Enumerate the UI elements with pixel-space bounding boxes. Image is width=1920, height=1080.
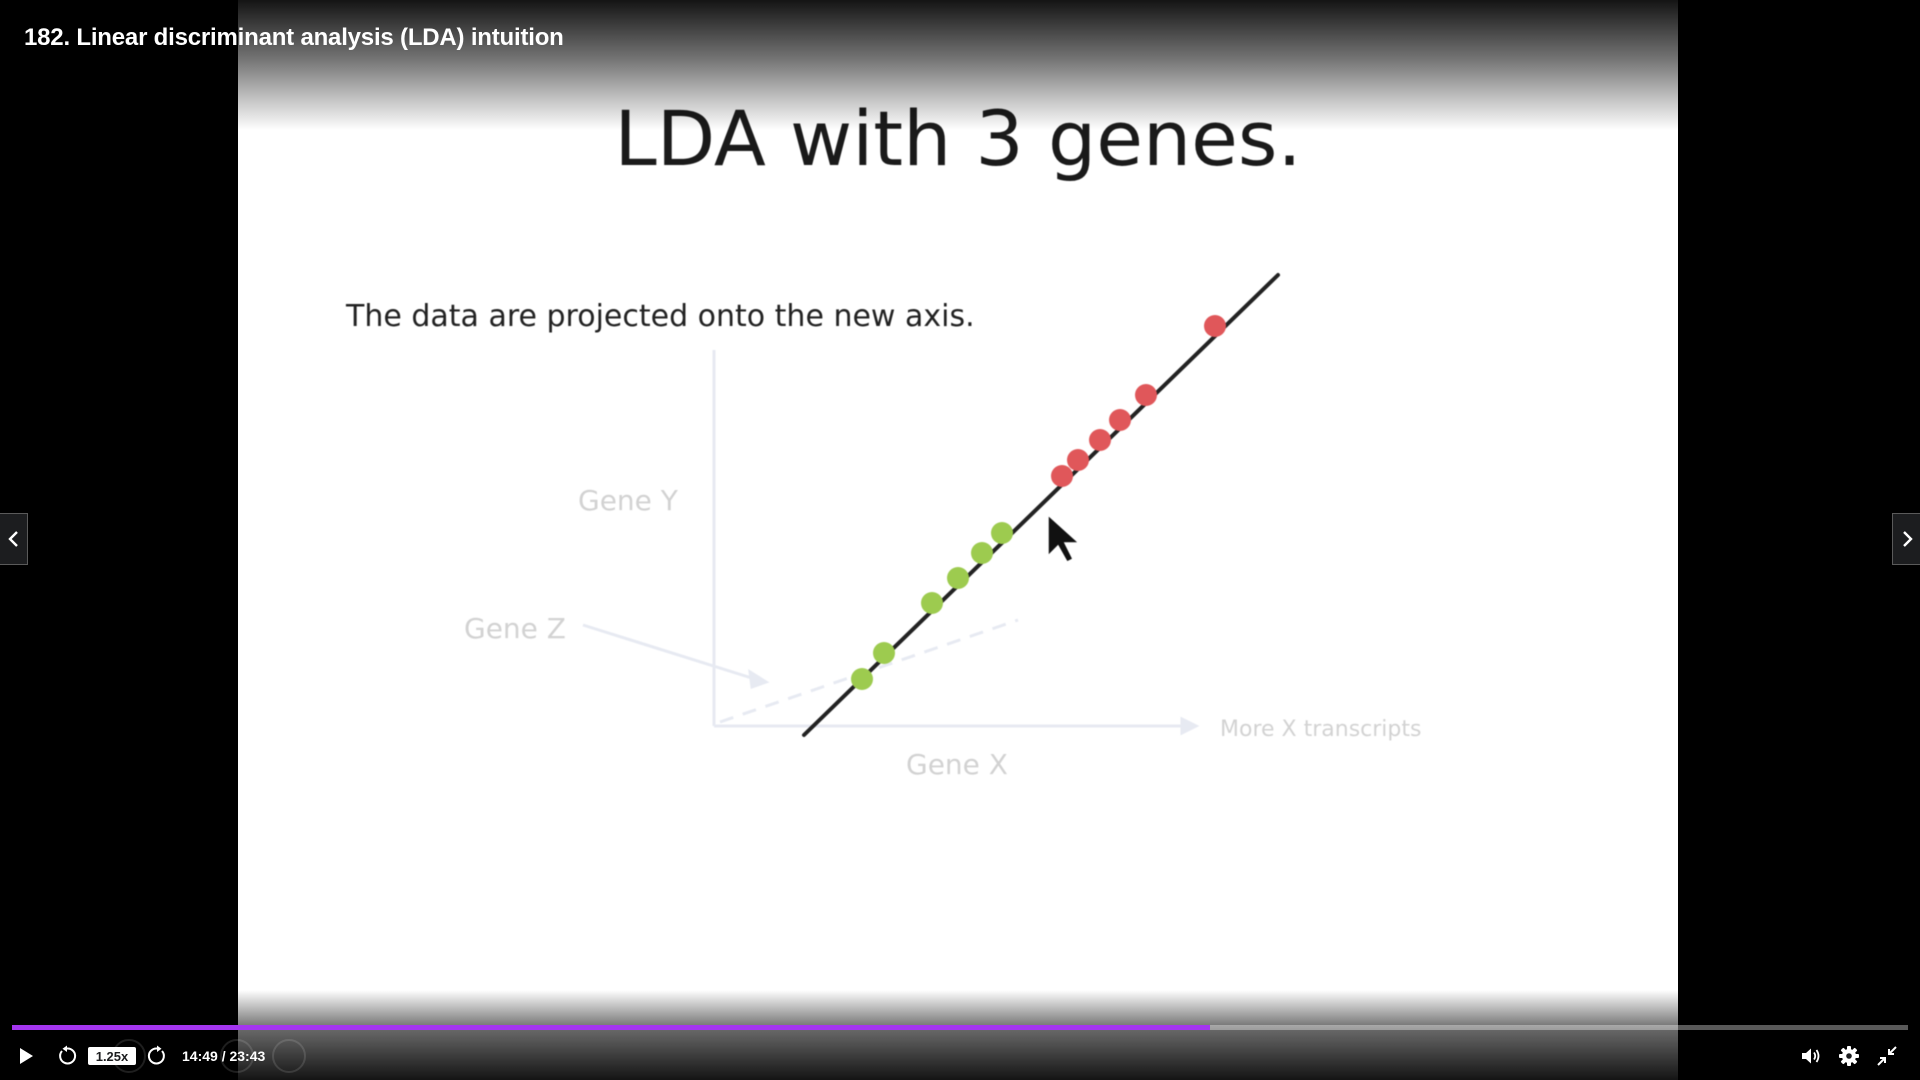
green-point — [921, 592, 943, 614]
control-bar: 1.25x 14:49 / 23:43 — [0, 1036, 1920, 1076]
green-point — [873, 642, 895, 664]
play-button[interactable] — [8, 1036, 44, 1076]
video-frame[interactable]: LDA with 3 genes. The data are projected… — [238, 0, 1678, 1080]
next-lecture-button[interactable] — [1892, 513, 1920, 565]
ghost-control-icon — [272, 1039, 306, 1073]
x-axis-arrowhead — [1180, 716, 1200, 736]
mouse-cursor-icon — [1047, 513, 1081, 563]
play-icon — [20, 1048, 33, 1064]
exit-fullscreen-button[interactable] — [1870, 1036, 1904, 1076]
z-pointer-arrowhead — [748, 669, 770, 690]
ghost-control-icon — [112, 1039, 146, 1073]
rewind-button[interactable] — [50, 1036, 84, 1076]
slide-subtitle: The data are projected onto the new axis… — [345, 299, 975, 334]
forward-button[interactable] — [140, 1036, 174, 1076]
progress-fill — [12, 1025, 1211, 1030]
gear-icon — [1839, 1046, 1859, 1066]
red-point — [1089, 429, 1111, 451]
gene-x-label: Gene X — [906, 748, 1008, 781]
slide-canvas: LDA with 3 genes. The data are projected… — [345, 94, 1421, 781]
faded-axis-labels: Gene Y Gene Z Gene X More X transcripts — [464, 484, 1421, 781]
z-label-pointer — [582, 623, 759, 682]
red-point — [1135, 384, 1157, 406]
red-point — [1067, 449, 1089, 471]
gene-z-label: Gene Z — [464, 612, 566, 645]
green-point — [851, 668, 873, 690]
video-title: 182. Linear discriminant analysis (LDA) … — [24, 24, 564, 51]
red-points — [1051, 315, 1226, 487]
previous-lecture-button[interactable] — [0, 513, 28, 565]
gene-y-label: Gene Y — [578, 484, 679, 517]
forward-5s-icon — [147, 1045, 165, 1065]
faded-axes — [582, 350, 1200, 736]
red-point — [1109, 409, 1131, 431]
settings-button[interactable] — [1832, 1036, 1866, 1076]
green-point — [947, 567, 969, 589]
green-points — [851, 522, 1013, 690]
red-point — [1051, 465, 1073, 487]
more-x-label: More X transcripts — [1220, 717, 1421, 742]
ghost-control-icon — [220, 1039, 254, 1073]
volume-button[interactable] — [1794, 1036, 1828, 1076]
exit-fullscreen-icon — [1877, 1046, 1897, 1066]
red-point — [1204, 315, 1226, 337]
lda-new-axis — [802, 273, 1280, 737]
chevron-right-icon — [1902, 531, 1913, 547]
chevron-left-icon — [7, 531, 18, 547]
rewind-5s-icon — [59, 1045, 77, 1065]
green-point — [991, 522, 1013, 544]
progress-bar[interactable] — [12, 1025, 1908, 1030]
volume-icon — [1802, 1048, 1820, 1064]
slide-title: LDA with 3 genes. — [614, 94, 1301, 183]
green-point — [971, 542, 993, 564]
